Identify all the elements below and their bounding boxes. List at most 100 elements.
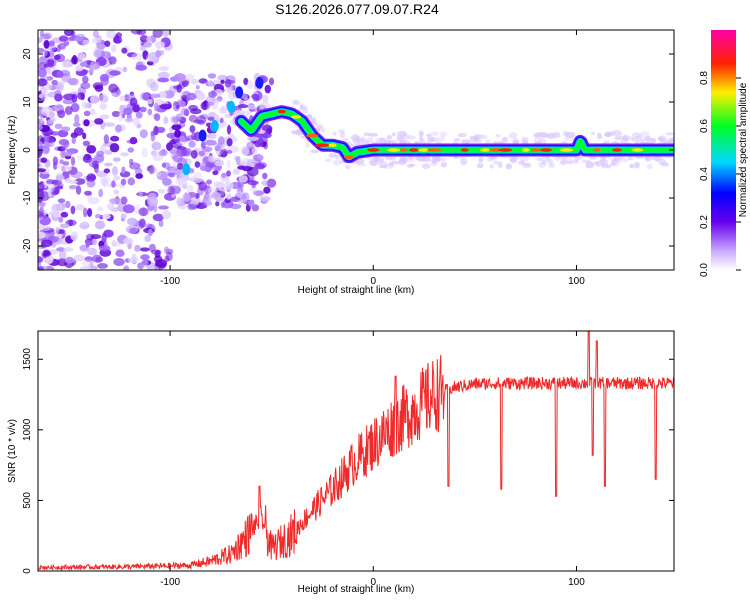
noise-cell <box>159 128 165 133</box>
noise-cell <box>186 92 197 101</box>
halo-cell <box>332 132 337 136</box>
noise-cell <box>38 56 48 65</box>
halo-cell <box>502 136 508 143</box>
noise-cell <box>226 159 231 169</box>
noise-cell <box>127 147 135 153</box>
ridge-peak <box>315 143 330 147</box>
noise-cell <box>123 265 130 270</box>
snr-plot-area <box>38 331 674 571</box>
noise-cell <box>111 180 116 188</box>
noise-cell <box>166 132 177 139</box>
noise-cell <box>184 73 195 82</box>
ridge-peak <box>306 133 319 138</box>
noise-cell <box>154 41 166 49</box>
noise-cell <box>170 115 177 123</box>
halo-cell <box>585 161 595 169</box>
noise-cell <box>47 44 57 52</box>
ridge-peak <box>418 148 431 152</box>
noise-cell <box>163 116 169 125</box>
noise-cell <box>46 83 52 91</box>
noise-cell <box>173 101 180 112</box>
noise-cell <box>129 136 138 145</box>
noise-cell <box>86 175 91 182</box>
noise-cell <box>182 192 191 203</box>
noise-cell <box>80 266 92 270</box>
signal-blob <box>198 129 207 142</box>
halo-cell <box>295 128 302 136</box>
noise-cell <box>162 30 170 37</box>
noise-cell <box>167 172 175 178</box>
halo-cell <box>548 158 554 165</box>
noise-cell <box>40 157 48 163</box>
noise-cell <box>47 118 55 124</box>
noise-cell <box>90 234 102 240</box>
snr-line <box>38 331 674 571</box>
noise-cell <box>83 110 91 117</box>
halo-cell <box>302 106 308 114</box>
noise-cell <box>83 119 90 127</box>
noise-cell <box>85 241 90 248</box>
noise-cell <box>79 53 86 60</box>
noise-cell <box>40 239 53 248</box>
noise-cell <box>82 140 91 147</box>
noise-cell <box>132 105 141 113</box>
halo-cell <box>328 153 337 158</box>
noise-cell <box>247 104 257 110</box>
halo-cell <box>622 134 629 142</box>
noise-cell <box>104 40 111 47</box>
noise-cell <box>57 198 66 203</box>
noise-cell <box>253 154 264 162</box>
halo-cell <box>388 162 395 167</box>
noise-cell <box>40 226 51 232</box>
noise-cell <box>176 197 181 205</box>
noise-cell <box>75 185 82 195</box>
noise-cell <box>121 166 126 174</box>
noise-cell <box>82 75 89 84</box>
noise-cell <box>241 192 250 202</box>
halo-cell <box>379 137 388 144</box>
noise-cell <box>103 229 114 238</box>
colorbar-label: Normalized spectral amplitude <box>738 82 749 217</box>
noise-cell <box>251 204 260 212</box>
noise-cell <box>42 227 55 233</box>
noise-cell <box>254 140 262 148</box>
noise-cell <box>153 102 159 112</box>
noise-cell <box>138 207 149 217</box>
noise-cell <box>120 196 128 205</box>
noise-cell <box>129 97 138 107</box>
noise-cell <box>62 99 75 105</box>
noise-cell <box>70 56 79 65</box>
noise-cell <box>111 110 121 118</box>
halo-cell <box>486 157 494 162</box>
noise-cell <box>64 165 72 172</box>
y-tick-label: -20 <box>22 238 33 253</box>
noise-cell <box>53 54 61 60</box>
halo-cell <box>659 161 669 166</box>
noise-cell <box>226 124 232 135</box>
noise-cell <box>113 189 120 195</box>
noise-cell <box>246 80 254 90</box>
halo-cell <box>360 163 367 167</box>
noise-cell <box>70 205 76 215</box>
halo-cell <box>418 130 424 137</box>
halo-cell <box>658 135 667 142</box>
noise-cell <box>70 231 79 241</box>
noise-cell <box>262 172 268 180</box>
noise-cell <box>214 160 225 167</box>
noise-cell <box>139 44 146 52</box>
noise-cell <box>51 179 63 186</box>
halo-cell <box>461 139 471 144</box>
colorbar-tick-label: 0.2 <box>699 215 710 229</box>
noise-cell <box>198 181 207 191</box>
noise-cell <box>202 193 212 204</box>
noise-cell <box>169 168 176 174</box>
noise-cell <box>198 150 206 157</box>
noise-cell <box>42 250 51 257</box>
halo-cell <box>565 160 574 164</box>
x-tick-label: -100 <box>160 577 180 588</box>
halo-cell <box>430 131 439 136</box>
halo-cell <box>342 138 349 142</box>
noise-cell <box>122 66 128 73</box>
noise-cell <box>57 232 63 239</box>
noise-cell <box>47 68 52 76</box>
